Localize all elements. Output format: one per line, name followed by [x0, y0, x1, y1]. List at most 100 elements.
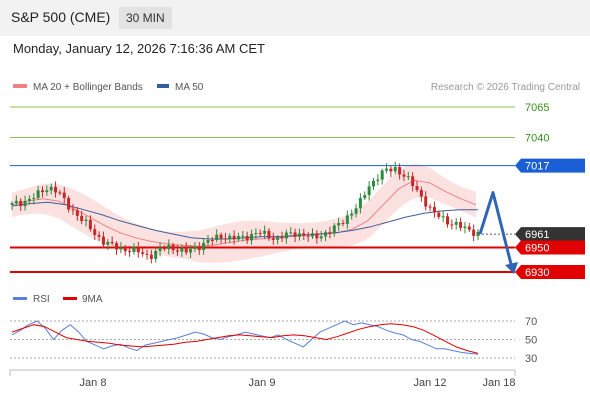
- candle-body: [219, 234, 223, 239]
- ma50-legend-swatch: [157, 84, 169, 88]
- candle-body: [263, 230, 267, 234]
- candle-body: [354, 208, 358, 214]
- candle-body: [345, 215, 349, 224]
- candle-body: [189, 248, 193, 253]
- candle-body: [319, 236, 323, 239]
- candle-body: [411, 176, 415, 187]
- candle-body: [223, 238, 227, 240]
- candle-body: [324, 232, 328, 237]
- rsi-line: [11, 320, 479, 355]
- candle-body: [40, 190, 44, 193]
- candle-body: [145, 253, 149, 255]
- candle-body: [10, 203, 14, 205]
- candle-body: [363, 195, 367, 199]
- candle-body: [106, 241, 110, 245]
- candle-body: [175, 250, 179, 252]
- candle-body: [450, 224, 454, 226]
- time-axis-labels: Jan 8 Jan 9 Jan 12 Jan 18: [80, 377, 516, 389]
- candle-body: [123, 247, 127, 252]
- candle-body: [14, 200, 18, 204]
- rsi-ma9-line: [11, 323, 479, 354]
- source-label: Research © 2026 Trading Central: [431, 82, 580, 93]
- candle-body: [385, 168, 389, 171]
- candle-body: [62, 192, 66, 198]
- candle-body: [93, 229, 97, 235]
- candle-body: [236, 236, 240, 240]
- candle-body: [23, 200, 27, 207]
- candle-body: [158, 247, 162, 251]
- level-label-6930: 6930: [525, 267, 549, 279]
- candle-body: [258, 233, 262, 235]
- instrument-title: S&P 500 (CME): [11, 9, 111, 25]
- candle-body: [32, 197, 36, 199]
- candle-body: [459, 222, 463, 228]
- candle-body: [367, 186, 371, 196]
- candle-body: [315, 233, 319, 239]
- bollinger-band-fill: [12, 163, 476, 263]
- candle-body: [424, 196, 428, 207]
- moving-averages: [11, 179, 478, 247]
- bollinger-band: [12, 163, 476, 263]
- level-tag-6950: [515, 240, 585, 255]
- candle-body: [88, 219, 92, 230]
- time-label: Jan 18: [482, 377, 515, 389]
- candle-body: [19, 200, 23, 207]
- candle-body: [419, 190, 423, 197]
- candle-body: [341, 223, 345, 225]
- level-label-6950: 6950: [525, 243, 549, 255]
- candle-body: [250, 233, 254, 241]
- price-levels: [10, 106, 515, 273]
- level-label-7040: 7040: [525, 133, 549, 145]
- candle-body: [271, 238, 275, 240]
- level-tags: 7065 7040 7017 6961 6950 6930: [515, 102, 585, 279]
- candle-body: [254, 233, 258, 235]
- candle-body: [302, 233, 306, 236]
- candle-body: [202, 242, 206, 251]
- ma50-line: [11, 201, 478, 240]
- rsi-legend-label: RSI: [33, 294, 50, 305]
- candle-body: [67, 197, 71, 210]
- candle-body: [45, 190, 49, 193]
- datetime-label: Monday, January 12, 2026 7:16:36 AM CET: [13, 41, 265, 56]
- timeframe-badge[interactable]: 30 MIN: [119, 7, 172, 29]
- candle-body: [80, 215, 84, 222]
- ma20-legend-swatch: [13, 84, 27, 88]
- level-tag-7017: [515, 158, 585, 173]
- candle-body: [284, 232, 288, 239]
- ma20-line: [11, 179, 477, 247]
- candle-body: [119, 247, 123, 250]
- candle-body: [293, 232, 297, 237]
- candle-body: [128, 251, 132, 253]
- candle-body: [332, 225, 336, 234]
- candlesticks: [10, 161, 480, 264]
- candle-body: [267, 230, 271, 239]
- rsi-panel: 70 50 30: [10, 316, 537, 365]
- rsi-tick-50: 50: [525, 335, 537, 347]
- candle-body: [241, 235, 245, 237]
- candle-body: [132, 246, 136, 252]
- candle-body: [454, 222, 458, 225]
- candle-body: [311, 233, 315, 237]
- candle-body: [306, 235, 310, 237]
- candle-body: [149, 254, 153, 259]
- ma9-legend-label: 9MA: [82, 294, 103, 305]
- level-tag-6930: [515, 265, 585, 279]
- candle-body: [232, 235, 236, 240]
- candle-body: [297, 233, 301, 237]
- candle-body: [289, 232, 293, 234]
- candle-body: [141, 252, 145, 254]
- candle-body: [27, 198, 31, 201]
- candle-body: [441, 216, 445, 218]
- candle-body: [180, 247, 184, 252]
- candle-body: [49, 186, 53, 191]
- candle-body: [197, 246, 201, 251]
- level-label-6961: 6961: [525, 229, 549, 241]
- candle-body: [350, 213, 354, 216]
- candle-body: [215, 234, 219, 241]
- time-label: Jan 12: [413, 377, 446, 389]
- ma9-legend-swatch: [63, 297, 77, 300]
- level-label-7017: 7017: [525, 161, 549, 173]
- candle-body: [167, 244, 171, 250]
- candle-body: [358, 198, 362, 209]
